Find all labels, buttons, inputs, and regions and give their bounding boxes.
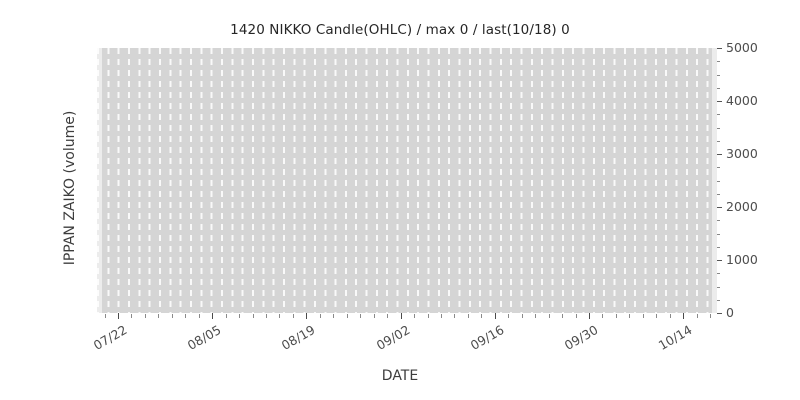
x-tick-minor (252, 314, 254, 318)
x-tick-minor (481, 314, 483, 318)
y-axis-title: IPPAN ZAIKO (volume) (62, 110, 78, 266)
y-tick-minor (717, 114, 720, 116)
x-tick-minor (440, 314, 442, 318)
plot-right-edge-band (712, 48, 717, 313)
vertical-gridlines (97, 48, 717, 313)
x-tick-minor (669, 314, 671, 318)
y-tick-mark (717, 153, 722, 155)
x-tick-minor (158, 314, 160, 318)
x-tick-minor (225, 314, 227, 318)
x-tick-minor (387, 314, 389, 318)
y-tick-minor (717, 167, 720, 169)
y-tick-label: 4000 (726, 93, 758, 108)
x-tick-minor (521, 314, 523, 318)
y-tick-label: 2000 (726, 199, 758, 214)
x-tick-minor (642, 314, 644, 318)
x-tick-minor (710, 314, 712, 318)
x-axis-title: DATE (381, 368, 419, 384)
y-tick-label: 1000 (726, 252, 758, 267)
x-tick-minor (373, 314, 375, 318)
x-tick-minor (602, 314, 604, 318)
x-tick-label-2: 08/19 (279, 322, 318, 354)
y-tick-minor (717, 127, 720, 129)
x-tick-minor (171, 314, 173, 318)
x-tick-minor (548, 314, 550, 318)
x-tick-major-1 (212, 313, 214, 319)
y-tick-minor (717, 140, 720, 142)
y-tick-label: 5000 (726, 40, 758, 55)
x-tick-minor (467, 314, 469, 318)
y-tick-label: 0 (726, 305, 734, 320)
x-tick-minor (239, 314, 241, 318)
y-tick-minor (717, 273, 720, 275)
x-tick-minor (279, 314, 281, 318)
x-tick-minor (333, 314, 335, 318)
x-tick-minor (266, 314, 268, 318)
x-tick-minor (696, 314, 698, 318)
x-tick-label-5: 09/30 (561, 322, 601, 354)
y-tick-minor (717, 220, 720, 222)
x-tick-major-2 (306, 313, 308, 319)
x-tick-major-0 (118, 313, 119, 319)
y-tick-minor (717, 74, 720, 76)
y-tick-minor (717, 87, 720, 89)
y-tick-minor (717, 246, 720, 248)
x-tick-minor (562, 314, 564, 318)
x-tick-minor (360, 314, 362, 318)
x-tick-minor (144, 314, 146, 318)
x-tick-minor (629, 314, 631, 318)
x-tick-minor (131, 314, 133, 318)
x-tick-minor (427, 314, 429, 318)
x-tick-minor (292, 314, 294, 318)
plot-area (97, 48, 717, 313)
x-tick-major-4 (494, 313, 496, 319)
x-tick-minor (508, 314, 510, 318)
y-tick-minor (717, 193, 720, 195)
y-tick-label: 3000 (726, 146, 758, 161)
x-tick-major-6 (683, 313, 685, 319)
y-tick-mark (717, 206, 722, 208)
x-tick-major-5 (589, 313, 590, 319)
plot-left-edge-band (97, 48, 102, 313)
y-tick-mark (717, 259, 722, 261)
x-tick-major-3 (400, 313, 402, 319)
x-tick-minor (656, 314, 658, 318)
x-tick-minor (319, 314, 321, 318)
x-tick-minor (615, 314, 617, 318)
y-tick-minor (717, 299, 720, 301)
x-tick-minor (535, 314, 537, 318)
y-tick-mark (717, 312, 722, 314)
x-tick-label-0: 07/22 (90, 322, 130, 354)
y-tick-minor (717, 233, 720, 235)
x-tick-label-6: 10/14 (655, 322, 695, 354)
x-tick-minor (575, 314, 577, 318)
y-tick-mark (717, 47, 722, 49)
y-tick-minor (717, 286, 720, 288)
x-tick-label-4: 09/16 (467, 322, 507, 354)
x-tick-minor (454, 314, 456, 318)
x-tick-minor (104, 314, 106, 318)
x-tick-minor (198, 314, 200, 318)
x-tick-minor (185, 314, 187, 318)
y-tick-minor (717, 180, 720, 182)
y-tick-mark (717, 100, 722, 102)
chart-title: 1420 NIKKO Candle(OHLC) / max 0 / last(1… (230, 22, 570, 38)
y-tick-minor (717, 61, 720, 63)
x-tick-label-3: 09/02 (373, 322, 413, 354)
x-tick-minor (346, 314, 348, 318)
x-tick-minor (414, 314, 416, 318)
x-tick-label-1: 08/05 (184, 322, 224, 354)
